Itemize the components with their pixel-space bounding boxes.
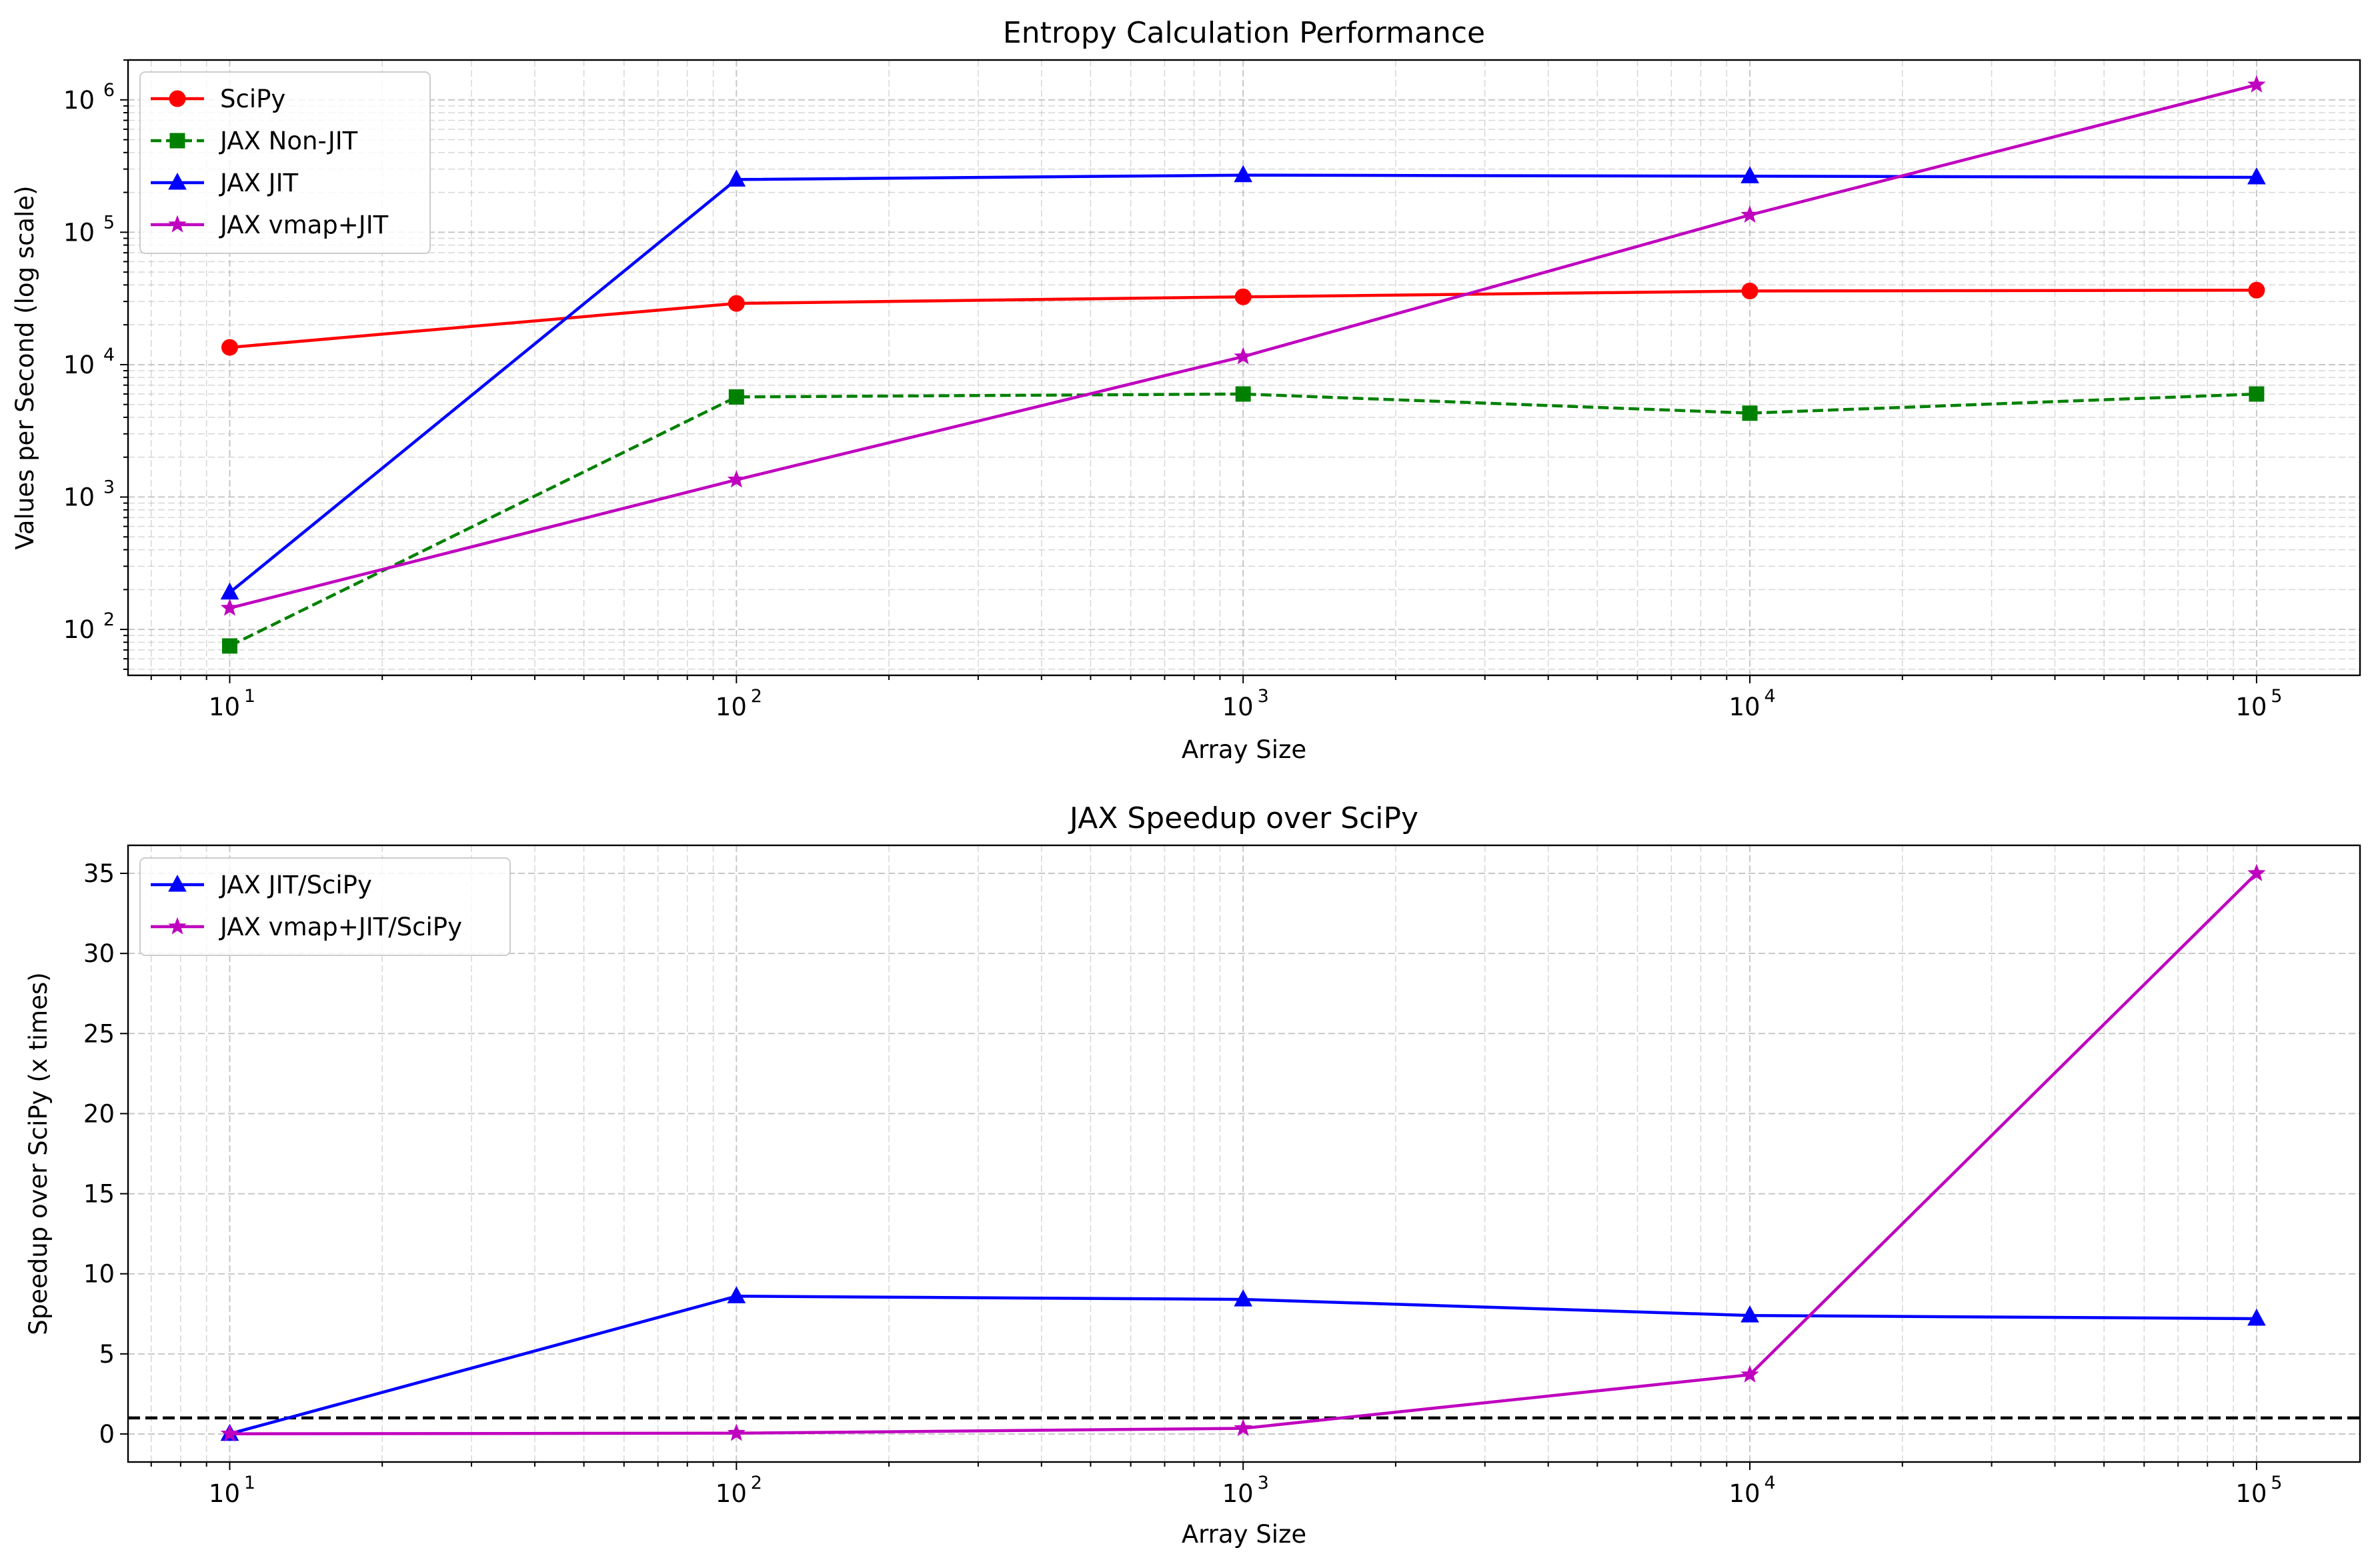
legend-label: JAX JIT/SciPy <box>219 871 372 899</box>
data-point <box>1741 282 1758 299</box>
data-point <box>1740 166 1759 183</box>
legend-box <box>139 71 431 254</box>
y-tick-label: 10 <box>63 218 95 247</box>
plot-frame <box>127 844 2361 1463</box>
y-tick-exponent: 2 <box>103 609 115 630</box>
x-tick-label: 10 <box>716 1479 747 1508</box>
chart-title: Entropy Calculation Performance <box>1003 16 1485 50</box>
x-tick-exponent: 2 <box>751 686 762 707</box>
series-jax-jit-scipy <box>220 1286 2266 1441</box>
x-tick-exponent: 1 <box>244 1473 255 1493</box>
y-tick-label: 15 <box>83 1180 115 1209</box>
series-jax-jit <box>220 165 2266 600</box>
y-tick-exponent: 5 <box>103 212 115 233</box>
y-tick-label: 35 <box>83 859 115 888</box>
data-point <box>2247 863 2266 881</box>
y-tick-label: 10 <box>63 86 95 115</box>
data-point <box>221 339 238 356</box>
legend-label: SciPy <box>220 85 285 113</box>
x-tick-label: 10 <box>1222 1479 1254 1508</box>
legend-item: JAX vmap+JIT <box>151 211 389 239</box>
y-tick-exponent: 6 <box>103 80 115 101</box>
x-tick-exponent: 3 <box>1258 1473 1269 1493</box>
data-point <box>727 1423 746 1441</box>
performance-chart: 10 1 10 2 10 3 10 4 10 510 210 310 410 510 6 Entropy C… <box>11 16 2361 764</box>
x-tick-label: 10 <box>209 693 240 721</box>
chart-title: JAX Speedup over SciPy <box>1068 801 1418 835</box>
data-point <box>220 598 239 616</box>
x-tick-exponent: 4 <box>1764 686 1775 707</box>
legend: SciPy JAX Non-JIT JAX JIT JAX vmap+JIT <box>139 71 431 254</box>
legend-item: SciPy <box>151 85 285 113</box>
data-point <box>1234 347 1252 365</box>
data-point <box>220 1424 239 1442</box>
x-tick-label: 10 <box>2235 693 2267 721</box>
series-jax-vmap-jit <box>220 75 2266 616</box>
x-tick-exponent: 4 <box>1764 1473 1775 1493</box>
data-point <box>221 638 237 654</box>
series-line <box>229 392 2257 647</box>
x-tick-label: 10 <box>209 1479 240 1508</box>
legend-item: JAX vmap+JIT/SciPy <box>151 913 462 941</box>
legend-box <box>139 857 511 956</box>
data-point <box>1235 386 1251 402</box>
x-tick-label: 10 <box>716 693 747 721</box>
y-tick-label: 25 <box>83 1019 115 1048</box>
data-point <box>2247 1308 2266 1326</box>
data-point <box>727 1286 746 1303</box>
y-tick-label: 10 <box>63 351 95 379</box>
legend-item: JAX JIT/SciPy <box>151 871 372 899</box>
y-tick-exponent: 4 <box>103 345 115 365</box>
x-tick-exponent: 5 <box>2271 686 2282 707</box>
data-point <box>1740 205 1759 223</box>
x-tick-label: 10 <box>1728 693 1760 721</box>
data-point <box>1234 1289 1253 1307</box>
legend: JAX JIT/SciPy JAX vmap+JIT/SciPy <box>139 857 511 956</box>
data-point <box>727 470 746 488</box>
legend-item: JAX JIT <box>151 169 299 197</box>
y-tick-label: 5 <box>99 1340 115 1369</box>
plot-frame <box>127 59 2361 677</box>
y-tick-label: 0 <box>99 1420 115 1449</box>
series-jax-vmap-jit-scipy <box>220 863 2266 1442</box>
y-tick-label: 10 <box>83 1260 115 1289</box>
x-tick-label: 10 <box>2235 1479 2267 1508</box>
x-tick-exponent: 1 <box>244 686 255 707</box>
data-point <box>1740 1305 1759 1323</box>
y-tick-label: 10 <box>63 615 95 644</box>
data-point <box>2249 386 2265 402</box>
y-tick-label: 20 <box>83 1099 115 1128</box>
y-axis-label: Speedup over SciPy (x times) <box>24 972 53 1335</box>
x-tick-exponent: 2 <box>751 1473 762 1493</box>
x-tick-exponent: 5 <box>2271 1473 2282 1493</box>
data-point <box>1234 165 1253 183</box>
x-tick-label: 10 <box>1728 1479 1760 1508</box>
data-point <box>728 389 744 405</box>
legend-label: JAX vmap+JIT/SciPy <box>219 913 462 941</box>
data-point <box>2247 167 2266 185</box>
legend-item: JAX Non-JIT <box>151 127 358 155</box>
legend-label: JAX JIT <box>219 169 299 197</box>
data-point <box>1742 405 1758 421</box>
data-point <box>1740 1365 1759 1383</box>
y-tick-label: 30 <box>83 939 115 968</box>
data-point <box>727 169 746 187</box>
y-tick-label: 10 <box>63 483 95 512</box>
y-tick-exponent: 3 <box>103 477 115 498</box>
data-point <box>1234 288 1252 305</box>
data-point <box>2248 281 2265 299</box>
legend-label: JAX vmap+JIT <box>219 211 389 239</box>
x-tick-label: 10 <box>1222 693 1254 721</box>
x-axis-label: Array Size <box>1182 1520 1306 1549</box>
data-point <box>728 295 745 312</box>
y-axis-label: Values per Second (log scale) <box>11 185 39 549</box>
data-point <box>2247 75 2266 93</box>
x-tick-exponent: 3 <box>1258 686 1269 707</box>
x-axis-label: Array Size <box>1182 735 1306 764</box>
series-jax-non-jit <box>221 386 2265 654</box>
data-point <box>1234 1419 1252 1437</box>
legend-label: JAX Non-JIT <box>219 127 358 155</box>
